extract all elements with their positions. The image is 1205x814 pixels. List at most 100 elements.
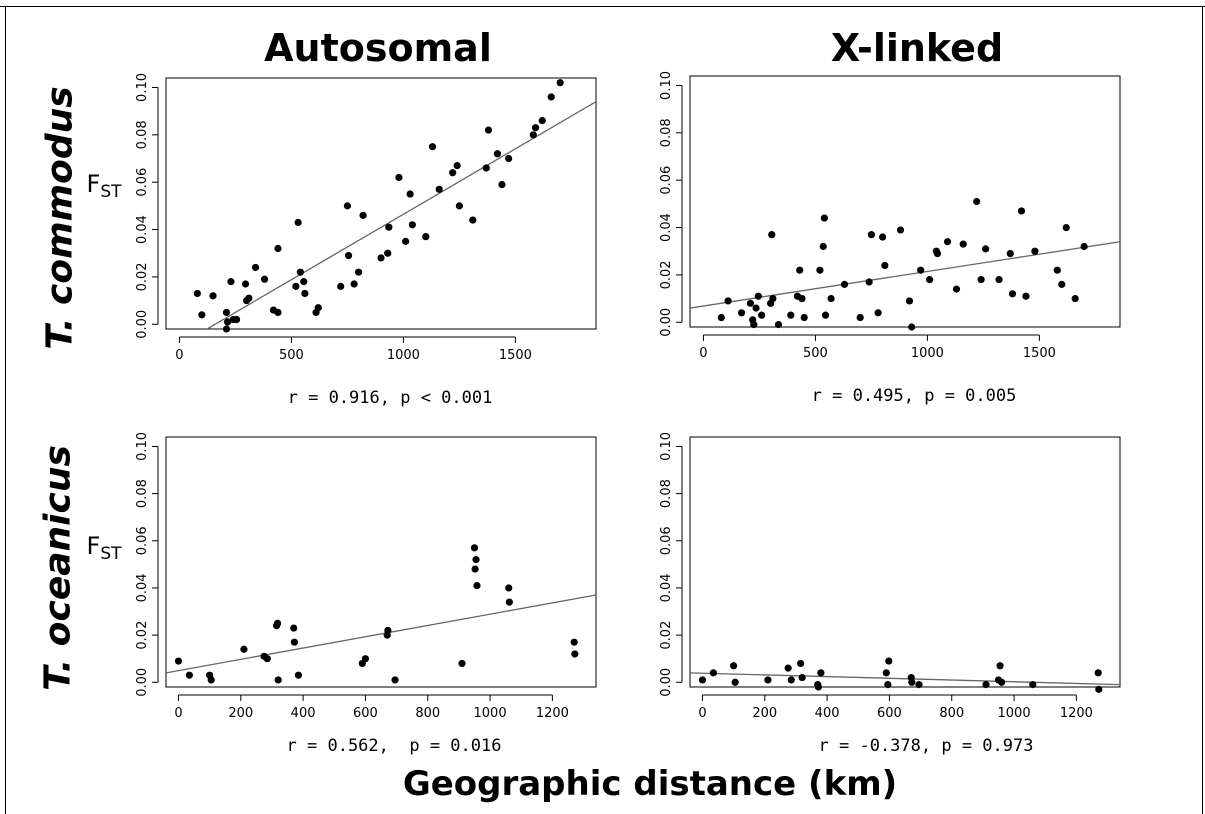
x-tick-label: 1500 <box>499 348 532 363</box>
x-axis-title: Geographic distance (km) <box>402 764 898 804</box>
data-point <box>867 231 876 239</box>
data-point <box>223 318 232 326</box>
data-point <box>290 624 298 632</box>
data-point <box>232 315 241 324</box>
data-point <box>750 321 758 329</box>
stat-commodus-xlinked: r = 0.495, p = 0.005 <box>811 386 1017 406</box>
data-point <box>819 242 827 251</box>
y-tick-label: 0.10 <box>135 432 150 461</box>
data-point <box>222 308 231 317</box>
data-point <box>273 619 282 627</box>
x-tick-label: 1000 <box>998 706 1031 721</box>
data-point <box>505 154 513 163</box>
data-point <box>343 202 352 210</box>
ylabel-fst-top: FST <box>86 170 122 202</box>
data-point <box>798 673 806 682</box>
x-tick-label: 800 <box>415 706 440 721</box>
data-point <box>198 311 206 319</box>
data-point <box>1080 242 1088 251</box>
data-point <box>997 678 1006 686</box>
data-point <box>917 266 925 274</box>
data-point <box>814 683 822 691</box>
data-point <box>768 231 776 239</box>
x-tick-label: 200 <box>752 706 777 721</box>
y-tick-label: 0.08 <box>135 120 150 149</box>
data-point <box>174 657 183 665</box>
row-title-commodus: T. commodus <box>39 86 81 350</box>
data-point <box>797 659 805 668</box>
trend-line <box>690 241 1120 309</box>
x-tick-label: 400 <box>815 706 840 721</box>
data-point <box>531 124 540 132</box>
x-tick-label: 1500 <box>1023 346 1056 361</box>
data-point <box>473 581 481 590</box>
data-point <box>484 126 493 134</box>
data-point <box>385 223 393 231</box>
data-point <box>435 185 443 193</box>
data-point <box>301 289 309 298</box>
data-point <box>274 308 282 317</box>
data-point <box>1006 249 1014 258</box>
data-point <box>209 292 217 300</box>
data-point <box>896 226 905 234</box>
data-point <box>884 681 892 689</box>
data-point <box>1017 207 1026 215</box>
data-point <box>350 280 358 288</box>
data-point <box>260 275 269 283</box>
data-point <box>241 280 250 288</box>
data-point <box>482 164 490 172</box>
data-point <box>498 180 506 189</box>
data-point <box>471 565 479 573</box>
data-point <box>355 268 363 276</box>
data-point <box>263 655 271 663</box>
y-tick-label: 0.10 <box>659 432 674 461</box>
data-point <box>933 249 942 258</box>
x-tick-label: 0 <box>698 706 706 721</box>
data-point <box>908 678 916 686</box>
y-tick-label: 0.08 <box>659 118 674 147</box>
data-point <box>881 261 889 270</box>
data-point <box>737 309 746 317</box>
data-point <box>977 276 985 284</box>
data-point <box>470 544 479 552</box>
y-tick-label: 0.02 <box>659 621 674 650</box>
data-point <box>798 294 806 303</box>
data-point <box>453 162 461 170</box>
y-tick-label: 0.06 <box>659 526 674 555</box>
data-point <box>245 294 253 302</box>
data-point <box>377 254 385 262</box>
plot-frame <box>689 436 1121 688</box>
y-tick-label: 0.08 <box>135 479 150 508</box>
stat-commodus-autosomal: r = 0.916, p < 0.001 <box>287 388 493 408</box>
trend-line <box>166 594 596 674</box>
data-point <box>469 216 477 224</box>
data-point <box>505 598 513 606</box>
y-tick-label: 0.00 <box>135 668 150 697</box>
data-point <box>1008 290 1017 298</box>
data-point <box>840 280 849 288</box>
scatter-oceanicus-autosomal: 0 200 400 600 800 1000 1200 0.00 0.02 0.04 0.06 0.0… <box>135 432 597 721</box>
data-point <box>292 282 300 290</box>
data-point <box>724 297 732 305</box>
data-point <box>787 311 795 319</box>
data-point <box>784 664 792 672</box>
data-point <box>1071 294 1079 303</box>
column-title-autosomal: Autosomal <box>264 26 492 70</box>
y-tick-label: 0.00 <box>135 310 150 339</box>
data-point <box>905 297 914 305</box>
data-point <box>752 304 760 312</box>
data-point <box>458 659 466 668</box>
data-point <box>391 676 399 684</box>
plot-frame <box>165 77 597 330</box>
figure-border-right <box>1202 6 1203 814</box>
data-point <box>1094 669 1102 677</box>
stat-oceanicus-xlinked: r = -0.378, p = 0.973 <box>818 736 1034 756</box>
data-point <box>1053 266 1061 274</box>
data-point <box>874 309 882 317</box>
y-tick-label: 0.04 <box>659 213 674 242</box>
x-tick-label: 200 <box>228 706 253 721</box>
y-tick-label: 0.08 <box>659 479 674 508</box>
data-point <box>455 202 463 210</box>
data-point <box>817 669 825 677</box>
data-point <box>885 657 893 665</box>
